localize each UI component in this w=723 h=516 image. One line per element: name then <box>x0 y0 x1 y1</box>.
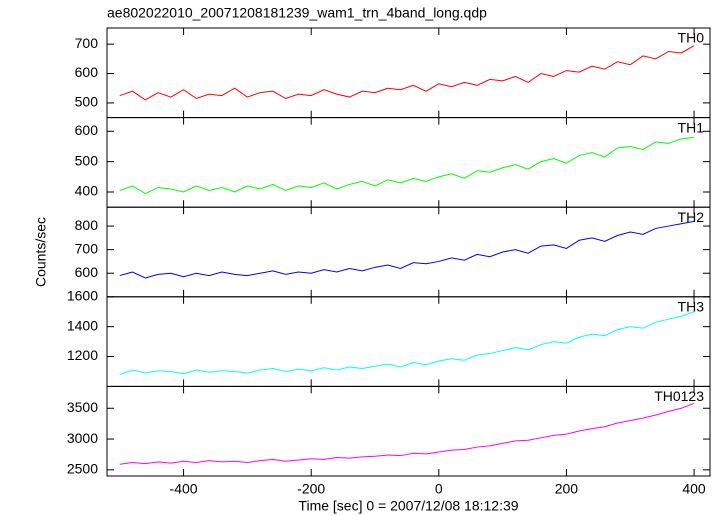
x-tick-label: 200 <box>555 481 579 497</box>
y-tick-label: 1600 <box>67 288 98 304</box>
panel-frame <box>106 385 711 477</box>
panel-frame <box>106 296 711 387</box>
series-line <box>119 311 695 375</box>
x-tick-label: 0 <box>435 481 443 497</box>
series-label: TH0 <box>678 30 705 46</box>
series-line <box>119 45 695 101</box>
y-axis-label: Counts/sec <box>33 217 49 287</box>
y-tick-label: 3000 <box>67 430 98 446</box>
y-tick-label: 700 <box>75 240 99 256</box>
y-tick-label: 1400 <box>67 317 98 333</box>
x-tick-label: -400 <box>170 481 198 497</box>
y-tick-label: 500 <box>75 94 99 110</box>
series-label: TH1 <box>678 119 705 135</box>
y-tick-label: 400 <box>75 183 99 199</box>
panel-frame <box>106 117 711 208</box>
y-tick-label: 700 <box>75 35 99 51</box>
y-tick-label: 600 <box>75 122 99 138</box>
y-tick-label: 600 <box>75 64 99 80</box>
series-label: TH2 <box>678 209 705 225</box>
panel-frame <box>106 27 711 119</box>
x-axis-label: Time [sec] 0 = 2007/12/08 18:12:39 <box>298 498 518 514</box>
series-line <box>119 402 695 465</box>
y-tick-label: 500 <box>75 152 99 168</box>
series-label: TH3 <box>678 299 705 315</box>
series-label: TH0123 <box>654 388 704 404</box>
x-tick-label: 400 <box>682 481 706 497</box>
series-line <box>119 220 695 279</box>
y-tick-label: 1200 <box>67 347 98 363</box>
y-tick-label: 600 <box>75 264 99 280</box>
panel-frame <box>106 206 711 298</box>
y-tick-label: 2500 <box>67 461 98 477</box>
series-line <box>119 136 695 195</box>
x-tick-label: -200 <box>297 481 325 497</box>
y-tick-label: 3500 <box>67 399 98 415</box>
chart-title: ae802022010_20071208181239_wam1_trn_4ban… <box>107 5 487 21</box>
y-tick-label: 800 <box>75 217 99 233</box>
